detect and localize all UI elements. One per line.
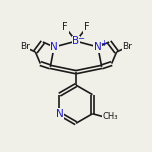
Text: Br: Br bbox=[20, 43, 29, 52]
Text: N: N bbox=[94, 42, 102, 52]
Text: Br: Br bbox=[123, 43, 132, 52]
Text: N: N bbox=[50, 42, 58, 52]
Text: CH₃: CH₃ bbox=[102, 112, 118, 121]
Text: +: + bbox=[100, 39, 107, 48]
Text: B: B bbox=[73, 36, 79, 46]
Text: −: − bbox=[78, 34, 85, 43]
Text: N: N bbox=[56, 109, 63, 119]
Text: F: F bbox=[62, 22, 68, 32]
Text: F: F bbox=[84, 22, 90, 32]
